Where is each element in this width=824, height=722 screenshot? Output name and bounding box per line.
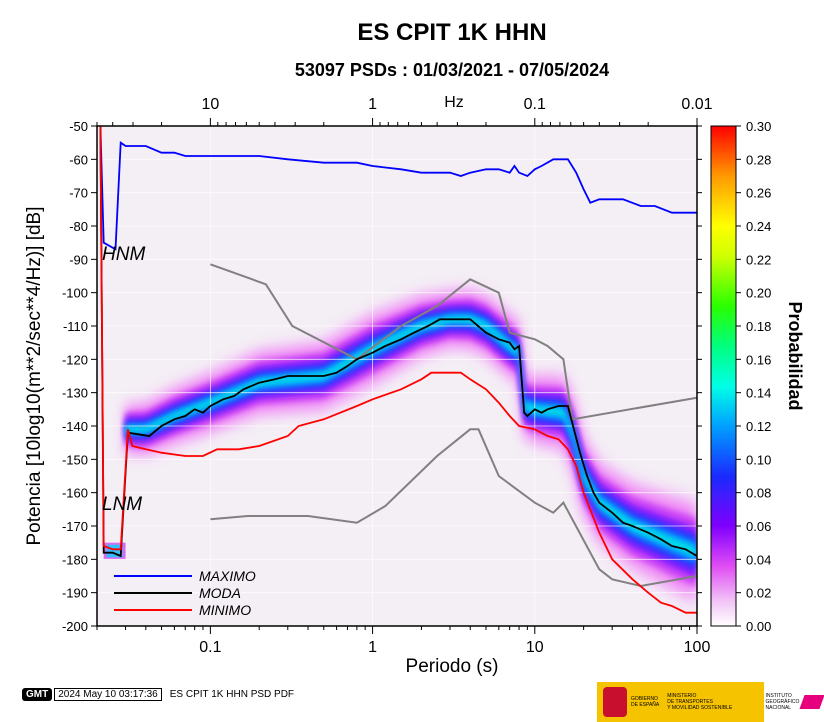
footer: GMT 2024 May 10 03:17:36 ES CPIT 1K HHN … (0, 682, 824, 722)
y-tick-label: -160 (62, 486, 88, 501)
coat-of-arms-icon (603, 687, 627, 717)
x-axis-label: Periodo (s) (406, 656, 499, 677)
top-tick-label: 0.1 (524, 96, 546, 113)
y-tick-label: -90 (69, 252, 88, 267)
y-tick-label: -60 (69, 152, 88, 167)
plot-frame (96, 125, 698, 627)
model-line-hnm (210, 263, 697, 421)
pdf-band-4 (125, 308, 697, 571)
series-layer (99, 126, 697, 614)
y-tick-label: -70 (69, 186, 88, 201)
y-tick-label: -140 (62, 419, 88, 434)
pdf-band-5 (125, 313, 697, 563)
y-tick-label: -180 (62, 552, 88, 567)
top-axis-ticks: 10 1 0.1 0.01 (96, 96, 713, 126)
pdf-band-6 (125, 316, 697, 558)
gobierno-logo: GOBIERNO DE ESPAÑA (631, 696, 660, 708)
colorbar-tick-label: 0.02 (746, 586, 771, 601)
x-tick-label: 10 (526, 639, 544, 656)
model-label-lnm: LNM (102, 494, 142, 515)
y-tick-label: -200 (62, 619, 88, 634)
colorbar (710, 125, 737, 627)
colorbar-tick-label: 0.20 (746, 286, 771, 301)
noise-model-labels: HNM LNM (102, 244, 145, 515)
colorbar-label: Probabilidad (785, 301, 805, 410)
legend-label-maximo: MAXIMO (199, 568, 256, 584)
colorbar-tick-label: 0.18 (746, 319, 771, 334)
grid-layer (97, 126, 697, 626)
colorbar-tick-label: 0.30 (746, 119, 771, 134)
x-tick-label: 100 (684, 639, 711, 656)
x-tick-label: 0.1 (199, 639, 221, 656)
colorbar-tick-label: 0.26 (746, 186, 771, 201)
colorbar-tick-label: 0.04 (746, 552, 771, 567)
ign-logo: INSTITUTO GEOGRÁFICO NACIONAL (764, 682, 824, 722)
colorbar-tick-label: 0.12 (746, 419, 771, 434)
y-tick-label: -150 (62, 452, 88, 467)
colorbar-tick-label: 0.08 (746, 486, 771, 501)
colorbar-tick-label: 0.14 (746, 386, 771, 401)
y-tick-label: -100 (62, 286, 88, 301)
model-label-hnm: HNM (102, 244, 145, 265)
colorbar-tick-label: 0.10 (746, 452, 771, 467)
x-axis-ticks: 0.1 1 10 100 (96, 626, 711, 656)
top-axis-label: Hz (444, 94, 464, 111)
x-tick-label: 1 (368, 639, 377, 656)
ign-mark-icon (799, 695, 824, 709)
y-tick-label: -130 (62, 386, 88, 401)
top-tick-label: 10 (201, 96, 219, 113)
model-line-lnm (210, 428, 697, 588)
top-tick-label: 0.01 (681, 96, 712, 113)
colorbar-tick-label: 0.16 (746, 352, 771, 367)
y-axis-label: Potencia [10log10(m**2/sec**4/Hz)] [dB] (24, 206, 45, 545)
legend-label-minimo: MINIMO (199, 602, 251, 618)
series-line-moda (99, 126, 697, 558)
y-tick-label: -110 (63, 319, 88, 334)
colorbar-tick-label: 0.00 (746, 619, 771, 634)
colorbar-tick-label: 0.28 (746, 152, 771, 167)
top-tick-label: 1 (368, 96, 377, 113)
y-tick-label: -80 (69, 219, 88, 234)
colorbar-tick-label: 0.22 (746, 252, 771, 267)
series-line-minimo (99, 126, 697, 614)
stamp-label: ES CPIT 1K HHN PSD PDF (169, 689, 295, 700)
institutional-logos: GOBIERNO DE ESPAÑA MINISTERIO DE TRANSPORT… (597, 682, 824, 722)
stamp-date: 2024 May 10 03:17:36 (54, 688, 162, 701)
y-axis-ticks: -200 -190 -180 -170 -160 -150 -140 -130 -120 -110… (62, 119, 702, 634)
y-tick-label: -190 (62, 586, 88, 601)
colorbar-ticks: 0.00 0.02 0.04 0.06 0.08 0.10 0.12 0.14 0.16 0.18… (736, 119, 771, 634)
gmt-logo: GMT (22, 688, 53, 701)
colorbar-tick-label: 0.24 (746, 219, 771, 234)
chart-title: ES CPIT 1K HHN (357, 19, 546, 46)
ministerio-logo: MINISTERIO DE TRANSPORTES Y MOVILIDAD SOST… (667, 693, 733, 711)
chart-subtitle: 53097 PSDs : 01/03/2021 - 07/05/2024 (295, 60, 609, 80)
noise-model-layer (210, 263, 697, 588)
series-line-maximo (99, 126, 697, 251)
legend-label-moda: MODA (199, 585, 241, 601)
y-tick-label: -170 (62, 519, 88, 534)
y-tick-label: -50 (69, 119, 88, 134)
y-tick-label: -120 (62, 352, 88, 367)
colorbar-tick-label: 0.06 (746, 519, 771, 534)
timestamp-stamp: GMT 2024 May 10 03:17:36 ES CPIT 1K HHN … (22, 688, 294, 701)
